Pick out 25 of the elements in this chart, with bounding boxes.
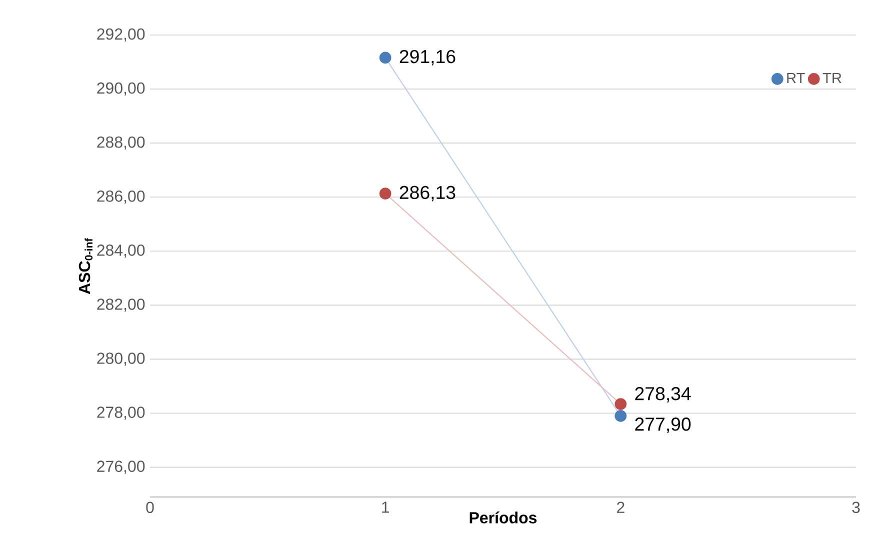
data-label: 277,90 — [635, 418, 691, 433]
y-tick-label: 282,00 — [97, 298, 145, 312]
y-tick-label: 286,00 — [97, 190, 145, 204]
data-label: 278,34 — [635, 387, 691, 402]
y-tick-label: 278,00 — [97, 406, 145, 420]
y-axis-title: ASC$_{0-inf}$ — [78, 238, 93, 294]
x-axis-title: Períodos — [470, 512, 537, 524]
x-tick-label: 0 — [146, 502, 154, 514]
point — [614, 410, 627, 422]
x-tick-label: 3 — [852, 502, 860, 514]
y-tick-label: 292,00 — [97, 28, 145, 42]
y-tick-label: 284,00 — [97, 244, 145, 258]
data-label: 291,16 — [400, 50, 456, 66]
y-tick-label: 276,00 — [97, 460, 145, 474]
y-tick-label: 280,00 — [97, 352, 145, 366]
legend-label: TR — [822, 72, 842, 84]
data-label: 286,13 — [400, 186, 456, 202]
point — [614, 398, 627, 410]
point — [379, 52, 392, 64]
x-tick-label: 2 — [617, 502, 624, 513]
legend-label: RT — [787, 72, 805, 84]
point — [379, 188, 392, 200]
y-tick-label: 290,00 — [97, 82, 145, 96]
y-tick-label: 288,00 — [97, 136, 145, 150]
x-tick-label: 1 — [382, 502, 389, 513]
